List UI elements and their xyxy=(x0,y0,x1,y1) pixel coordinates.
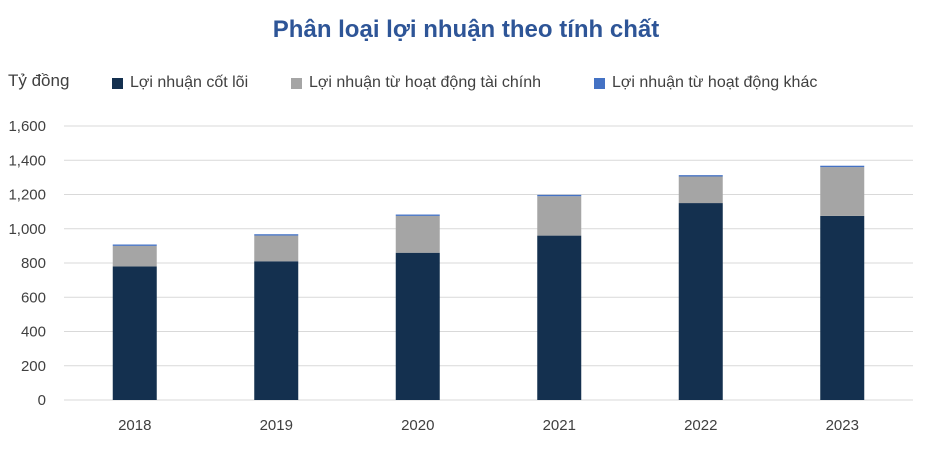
x-tick-label: 2021 xyxy=(543,417,576,434)
y-tick-label: 600 xyxy=(21,289,46,306)
bar-2021-series-2 xyxy=(537,194,582,197)
legend-item-financial-profit: Lợi nhuận từ hoạt động tài chính xyxy=(291,74,541,92)
bars xyxy=(112,165,865,400)
bar-2023-series-1 xyxy=(820,167,865,216)
legend-item-core-profit: Lợi nhuận cốt lõi xyxy=(112,74,248,92)
y-tick-label: 1,000 xyxy=(8,221,46,238)
bar-2022-series-0 xyxy=(678,203,723,400)
y-tick-label: 1,400 xyxy=(8,152,46,169)
y-tick-label: 1,600 xyxy=(8,118,46,135)
bar-2022-series-2 xyxy=(678,175,723,177)
bar-2023-series-0 xyxy=(820,215,865,400)
x-tick-label: 2023 xyxy=(826,417,859,434)
bar-2021-series-1 xyxy=(537,196,582,236)
bar-2020-series-0 xyxy=(395,252,440,400)
y-tick-label: 0 xyxy=(38,392,46,409)
legend-item-other-profit: Lợi nhuận từ hoạt động khác xyxy=(594,74,817,92)
x-tick-label: 2020 xyxy=(401,417,434,434)
bar-2019-series-0 xyxy=(254,261,299,400)
x-tick-label: 2019 xyxy=(260,417,293,434)
legend-swatch-core-profit xyxy=(112,77,123,89)
legend-swatch-other-profit xyxy=(594,77,605,89)
gridlines xyxy=(64,125,913,401)
chart-title: Phân loại lợi nhuận theo tính chất xyxy=(272,16,660,43)
y-tick-labels: 0 200 400 600 800 1,000 1,200 1,400 1,600 xyxy=(8,118,46,409)
y-axis-label: Tỷ đồng xyxy=(8,71,70,90)
bar-2021-series-0 xyxy=(537,235,582,400)
y-tick-label: 800 xyxy=(21,255,46,272)
bar-2019-series-2 xyxy=(254,234,299,236)
x-tick-labels: 2018 2019 2020 2021 2022 2023 xyxy=(118,417,859,434)
legend-label-financial-profit: Lợi nhuận từ hoạt động tài chính xyxy=(309,74,542,91)
bar-2018-series-1 xyxy=(112,245,157,267)
legend-swatch-financial-profit xyxy=(291,77,302,89)
legend-label-core-profit: Lợi nhuận cốt lõi xyxy=(130,74,249,91)
bar-2022-series-1 xyxy=(678,176,723,204)
bar-2018-series-2 xyxy=(112,244,157,246)
y-tick-label: 400 xyxy=(21,324,46,341)
y-tick-label: 1,200 xyxy=(8,187,46,204)
y-tick-label: 200 xyxy=(21,358,46,375)
x-tick-label: 2022 xyxy=(684,417,717,434)
bar-2020-series-1 xyxy=(395,215,440,253)
bar-2019-series-1 xyxy=(254,235,299,262)
bar-2023-series-2 xyxy=(820,165,865,168)
bar-2020-series-2 xyxy=(395,214,440,216)
legend-label-other-profit: Lợi nhuận từ hoạt động khác xyxy=(612,74,818,91)
x-tick-label: 2018 xyxy=(118,417,151,434)
bar-2018-series-0 xyxy=(112,266,157,400)
